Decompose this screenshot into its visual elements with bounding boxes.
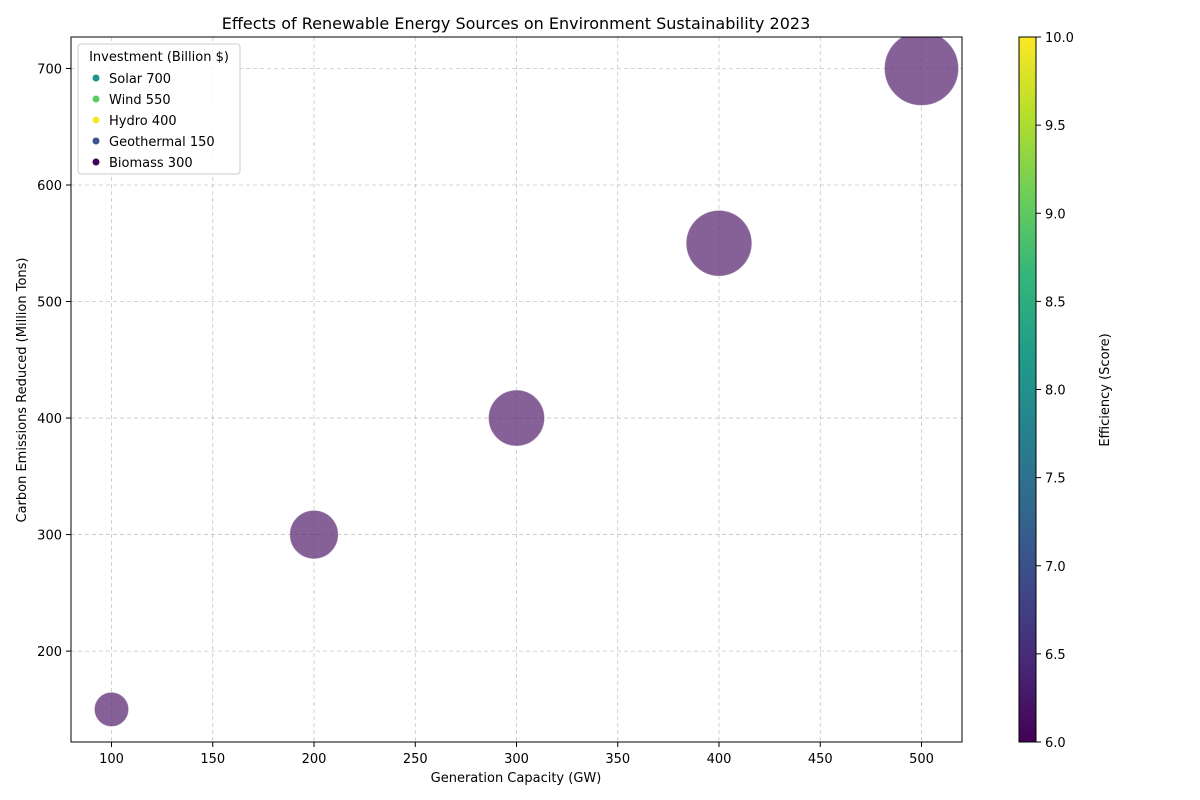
- x-tick-label: 400: [707, 752, 732, 767]
- bubble-point: [93, 691, 130, 728]
- grid: [71, 37, 962, 742]
- legend-title: Investment (Billion $): [89, 50, 229, 65]
- chart-title: Effects of Renewable Energy Sources on E…: [222, 14, 811, 33]
- y-axis-ticks: 200 300 400 500 600 700: [37, 62, 71, 660]
- colorbar-tick-label: 6.5: [1045, 648, 1066, 663]
- legend-entry-label: Hydro 400: [109, 114, 177, 129]
- legend-entry-label: Wind 550: [109, 93, 171, 108]
- x-tick-label: 250: [403, 752, 428, 767]
- x-tick-label: 150: [200, 752, 225, 767]
- bubble-point: [488, 389, 545, 447]
- x-axis-ticks: 100 150 200 250 300 350 400 450 500: [99, 742, 934, 767]
- y-tick-label: 600: [37, 179, 62, 194]
- legend: Investment (Billion $) Solar 700 Wind 550…: [77, 43, 241, 175]
- x-tick-label: 450: [808, 752, 833, 767]
- x-axis-label: Generation Capacity (GW): [431, 771, 602, 786]
- legend-marker: [92, 74, 100, 82]
- legend-entry-label: Biomass 300: [109, 156, 193, 171]
- y-tick-label: 400: [37, 412, 62, 427]
- colorbar-label: Efficiency (Score): [1098, 333, 1113, 446]
- y-tick-label: 500: [37, 296, 62, 311]
- legend-entry-label: Solar 700: [109, 72, 171, 87]
- colorbar-tick-label: 6.0: [1045, 736, 1066, 751]
- y-tick-label: 300: [37, 529, 62, 544]
- legend-entries: Solar 700 Wind 550 Hydro 400 Geothermal 150…: [92, 72, 215, 171]
- legend-marker: [92, 158, 100, 166]
- colorbar-tick-label: 7.5: [1045, 472, 1066, 487]
- colorbar-tick-label: 9.0: [1045, 207, 1066, 222]
- colorbar: 6.0 6.5 7.0 7.5 8.0 8.5 9.0 9.5 10.0 Efficiency …: [1018, 31, 1113, 751]
- legend-marker: [92, 95, 100, 103]
- y-tick-label: 200: [37, 645, 62, 660]
- colorbar-tick-label: 10.0: [1045, 31, 1074, 46]
- colorbar-ticks: 6.0 6.5 7.0 7.5 8.0 8.5 9.0 9.5 10.0: [1036, 31, 1074, 751]
- legend-entry-label: Geothermal 150: [109, 135, 215, 150]
- legend-marker: [92, 116, 100, 124]
- x-tick-label: 350: [605, 752, 630, 767]
- bubble-point: [685, 209, 753, 277]
- x-tick-label: 100: [99, 752, 124, 767]
- bubble-point: [883, 37, 960, 106]
- colorbar-gradient: [1018, 36, 1037, 743]
- colorbar-tick-label: 9.5: [1045, 119, 1066, 134]
- colorbar-tick-label: 7.0: [1045, 560, 1066, 575]
- colorbar-tick-label: 8.0: [1045, 384, 1066, 399]
- x-tick-label: 300: [504, 752, 529, 767]
- colorbar-tick-label: 8.5: [1045, 295, 1066, 310]
- y-tick-label: 700: [37, 62, 62, 77]
- x-tick-label: 200: [302, 752, 327, 767]
- x-tick-label: 500: [909, 752, 934, 767]
- bubble-point: [289, 509, 339, 560]
- legend-marker: [92, 137, 100, 145]
- bubbles: [93, 37, 960, 728]
- y-axis-label: Carbon Emissions Reduced (Million Tons): [15, 257, 30, 522]
- legend-box: [77, 43, 241, 175]
